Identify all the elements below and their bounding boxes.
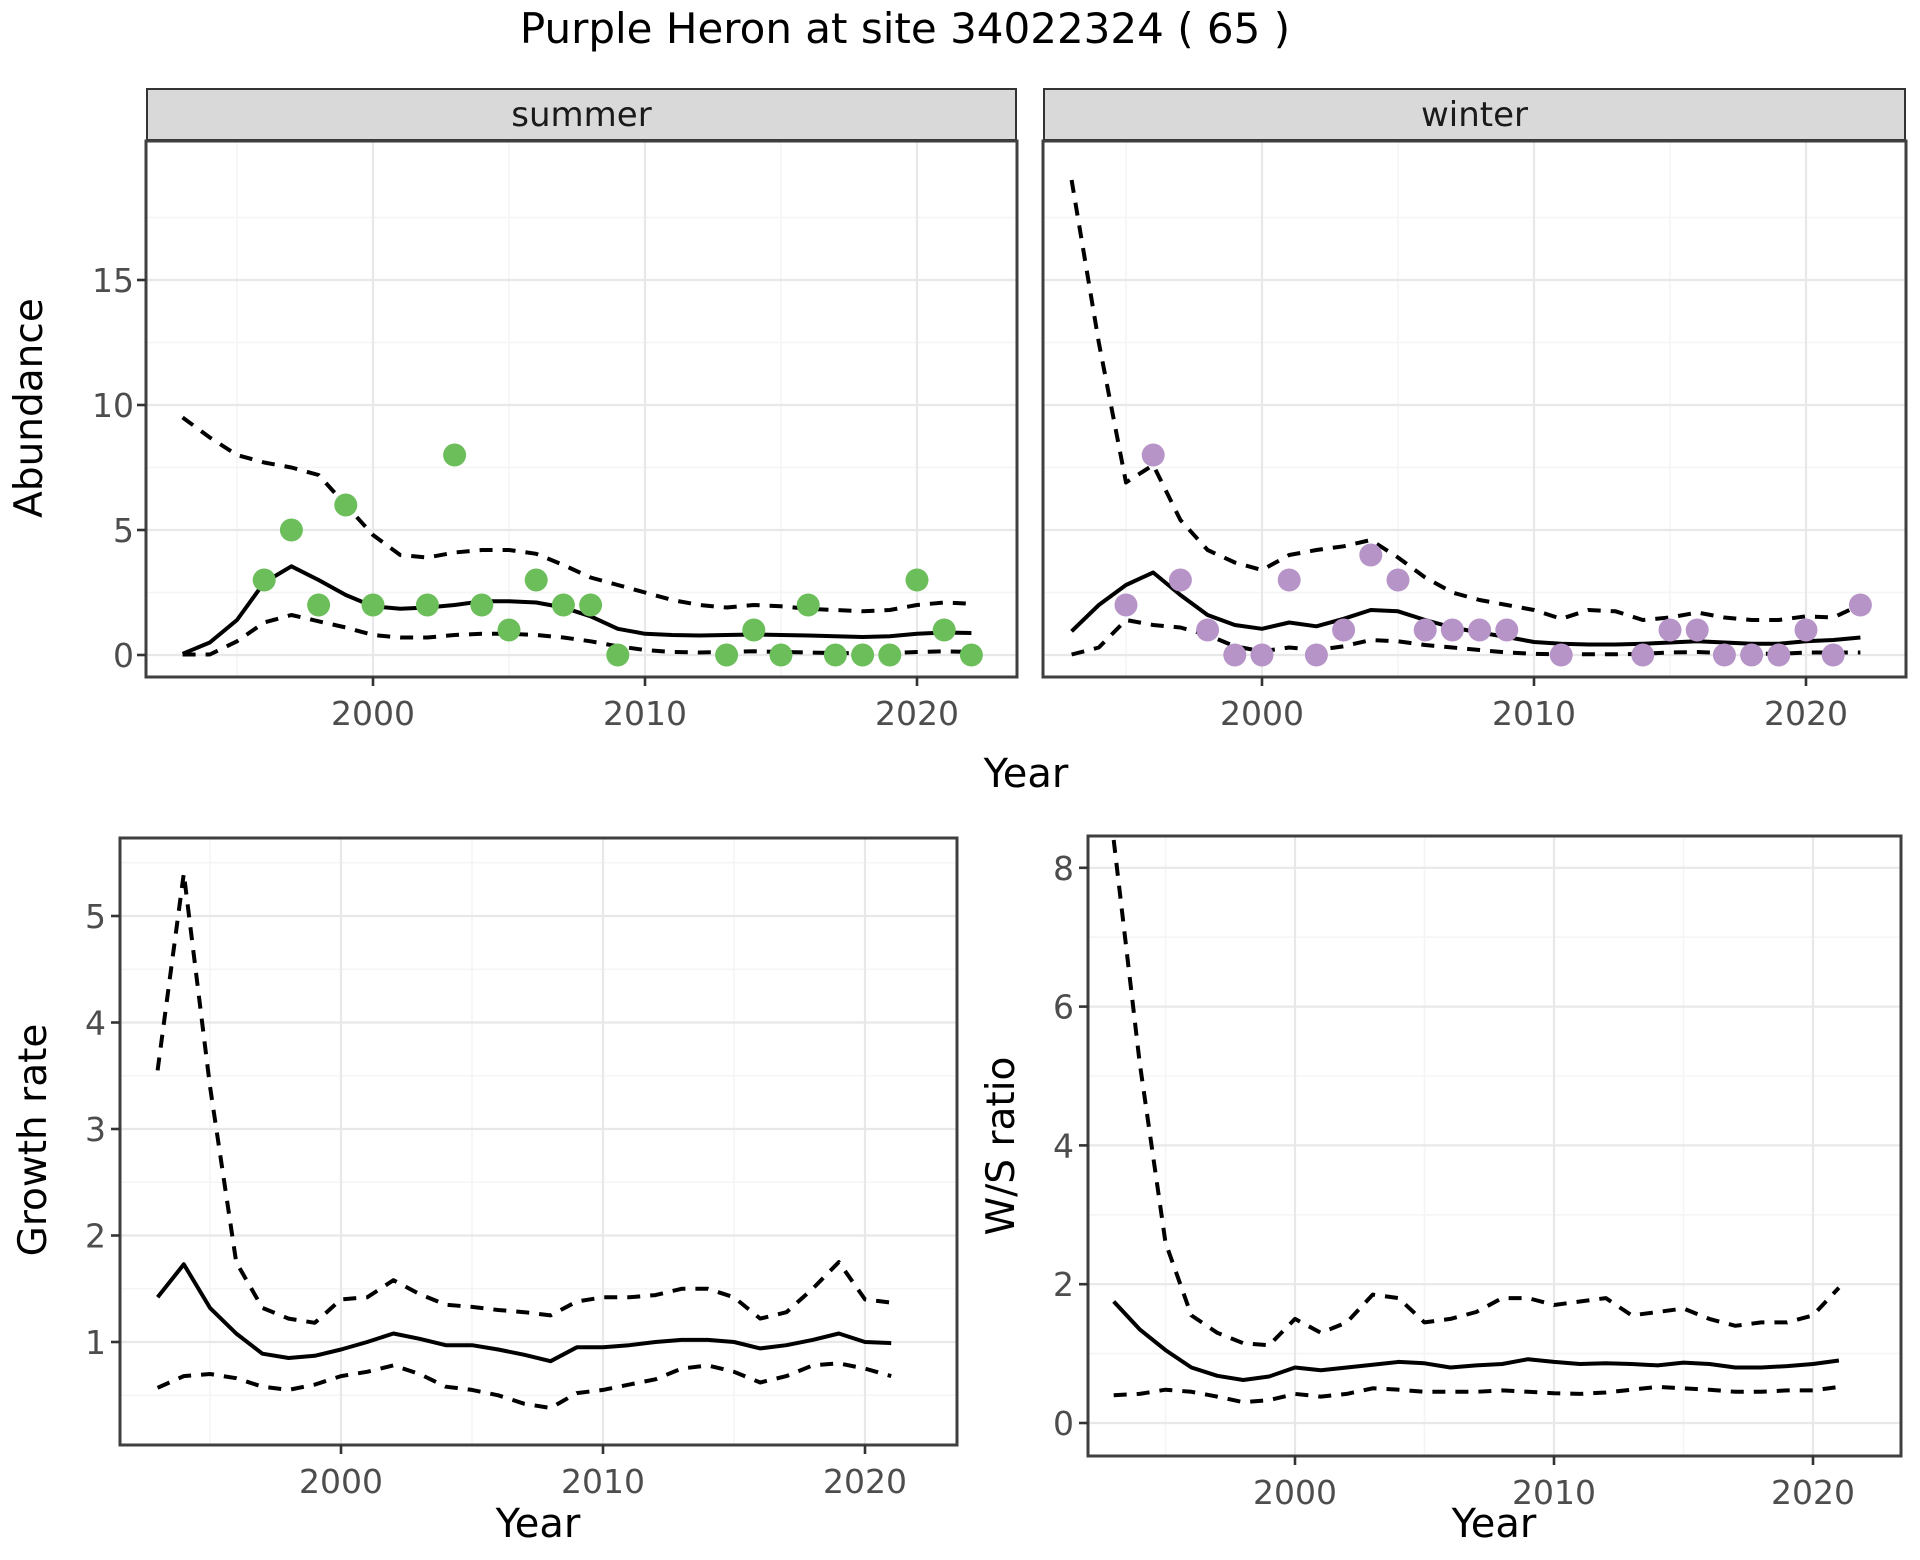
abundance_summer-x-tick-label: 2020	[875, 694, 959, 733]
ws_ratio-y-tick-label: 6	[1053, 988, 1074, 1027]
growth_rate-x-tick-label: 2010	[561, 1462, 645, 1501]
x-axis-title-year-ws: Year	[1451, 1501, 1537, 1547]
abundance_summer-y-tick-label: 5	[113, 511, 134, 550]
abundance_winter-panel-border	[1041, 139, 1908, 679]
abundance_summer-observed-point	[279, 518, 303, 542]
abundance_summer-y-tick-label: 15	[92, 261, 134, 300]
plot-title: Purple Heron at site 34022324 ( 65 )	[519, 4, 1291, 53]
abundance_winter-x-tick-label: 2020	[1764, 694, 1848, 733]
abundance_winter-x-tick-label: 2000	[1220, 694, 1304, 733]
ws_ratio-upper_ci-line	[1111, 839, 1841, 1348]
abundance_summer-observed-point	[769, 643, 793, 667]
ws_ratio-y-tick-label: 2	[1053, 1265, 1074, 1304]
abundance_summer-panel-border	[144, 139, 1019, 679]
abundance_winter-mean-line	[1070, 570, 1861, 647]
abundance_summer-observed-point	[742, 618, 766, 642]
abundance_summer-observed-point	[579, 593, 603, 617]
abundance_summer-observed-point	[823, 643, 847, 667]
abundance_summer-y-tick-label: 0	[113, 636, 134, 675]
abundance_summer-mean-line	[181, 564, 972, 656]
ws_ratio-x-tick-label: 2000	[1253, 1473, 1337, 1512]
abundance_summer-upper_ci-line	[181, 415, 972, 614]
growth_rate-y-tick-label: 5	[85, 897, 106, 936]
abundance_summer-observed-point	[415, 593, 439, 617]
abundance_winter-observed-point	[1168, 568, 1192, 592]
abundance_winter-observed-point	[1658, 618, 1682, 642]
abundance_winter-observed-point	[1332, 618, 1356, 642]
facet-strip-winter-label: winter	[1420, 94, 1529, 135]
abundance_winter-observed-point	[1114, 593, 1138, 617]
x-axis-title-year-growth: Year	[495, 1501, 581, 1547]
abundance_winter-observed-point	[1631, 643, 1655, 667]
abundance_winter-observed-point	[1440, 618, 1464, 642]
abundance_summer-observed-point	[851, 643, 875, 667]
ws_ratio-y-tick-label: 4	[1053, 1126, 1074, 1165]
abundance_winter-observed-point	[1250, 643, 1274, 667]
abundance_summer-observed-point	[606, 643, 630, 667]
growth_rate-upper_ci-line	[155, 871, 892, 1325]
growth_rate-y-tick-label: 2	[85, 1217, 106, 1256]
abundance_summer-observed-point	[551, 593, 575, 617]
growth_rate-y-tick-label: 1	[85, 1323, 106, 1362]
abundance_winter-observed-point	[1740, 643, 1764, 667]
abundance_summer-observed-point	[796, 593, 820, 617]
facet-strip-winter: winter	[1043, 88, 1906, 141]
abundance_winter-observed-point	[1848, 593, 1872, 617]
abundance_summer-observed-point	[307, 593, 331, 617]
ws_ratio-y-tick-label: 0	[1053, 1404, 1074, 1443]
growth_rate-mean-line	[156, 1262, 892, 1364]
abundance_summer-observed-point	[715, 643, 739, 667]
abundance_summer-observed-point	[252, 568, 276, 592]
abundance_winter-observed-point	[1767, 643, 1791, 667]
abundance_summer-observed-point	[470, 593, 494, 617]
ws_ratio-x-tick-label: 2010	[1512, 1473, 1596, 1512]
abundance_winter-observed-point	[1223, 643, 1247, 667]
abundance_summer-observed-point	[443, 443, 467, 467]
growth_rate-x-tick-label: 2020	[823, 1462, 907, 1501]
ws_ratio-x-tick-label: 2020	[1771, 1473, 1855, 1512]
abundance_winter-observed-point	[1794, 618, 1818, 642]
abundance_summer-observed-point	[932, 618, 956, 642]
abundance_summer-observed-point	[524, 568, 548, 592]
growth_rate-y-tick-label: 4	[85, 1004, 106, 1043]
abundance_winter-observed-point	[1413, 618, 1437, 642]
abundance_winter-observed-point	[1141, 443, 1165, 467]
abundance_winter-observed-point	[1304, 643, 1328, 667]
growth_rate-y-tick-label: 3	[85, 1110, 106, 1149]
abundance_winter-observed-point	[1712, 643, 1736, 667]
abundance_winter-observed-point	[1359, 543, 1383, 567]
abundance_summer-observed-point	[878, 643, 902, 667]
abundance_winter-upper_ci-line	[1069, 179, 1862, 622]
abundance_winter-observed-point	[1468, 618, 1492, 642]
abundance_winter-observed-point	[1196, 618, 1220, 642]
abundance_winter-observed-point	[1549, 643, 1573, 667]
abundance_winter-observed-point	[1495, 618, 1519, 642]
abundance_winter-x-tick-label: 2010	[1492, 694, 1576, 733]
abundance_summer-observed-point	[361, 593, 385, 617]
ws_ratio-y-tick-label: 8	[1053, 849, 1074, 888]
ws_ratio-mean-line	[1112, 1300, 1840, 1382]
abundance_summer-observed-point	[497, 618, 521, 642]
facet-strip-summer-label: summer	[511, 94, 652, 135]
x-axis-title-year-top: Year	[983, 751, 1069, 797]
abundance_summer-x-tick-label: 2000	[331, 694, 415, 733]
abundance_summer-observed-point	[959, 643, 983, 667]
abundance_summer-x-tick-label: 2010	[603, 694, 687, 733]
abundance_winter-observed-point	[1685, 618, 1709, 642]
facet-strip-summer: summer	[146, 88, 1017, 141]
ws_ratio-lower_ci-line	[1113, 1384, 1840, 1405]
growth_rate-panel-border	[118, 836, 959, 1447]
abundance_winter-observed-point	[1277, 568, 1301, 592]
abundance_summer-observed-point	[905, 568, 929, 592]
abundance_summer-y-tick-label: 10	[92, 386, 134, 425]
abundance_winter-observed-point	[1821, 643, 1845, 667]
abundance_summer-observed-point	[334, 493, 358, 517]
growth_rate-lower_ci-line	[156, 1361, 892, 1410]
growth_rate-x-tick-label: 2000	[299, 1462, 383, 1501]
abundance_winter-observed-point	[1386, 568, 1410, 592]
